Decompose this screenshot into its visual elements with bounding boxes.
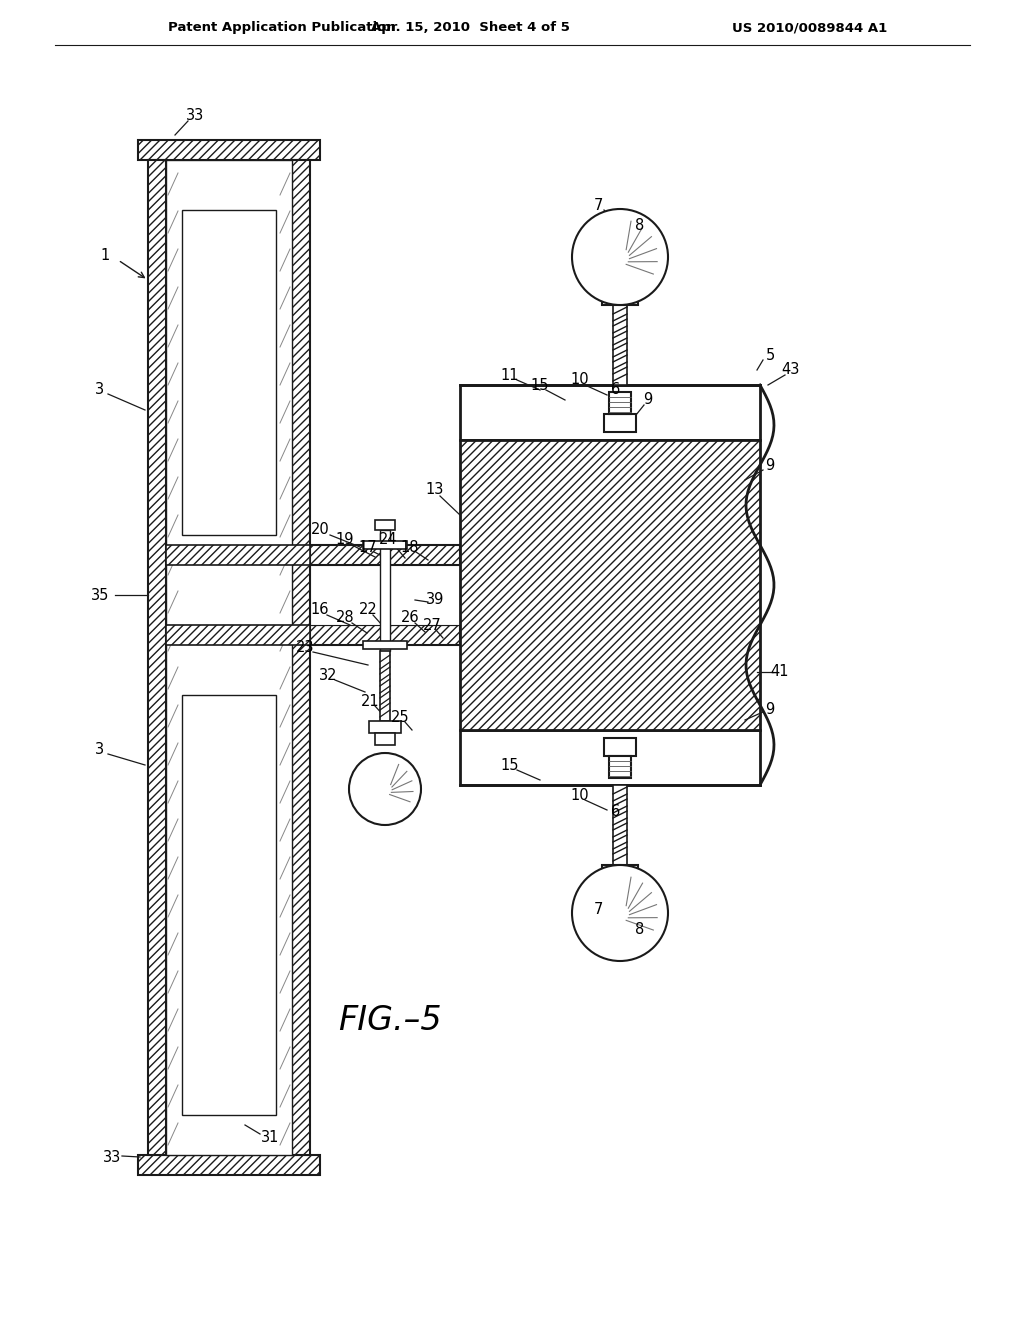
Bar <box>460 385 760 440</box>
Bar <box>375 733 395 744</box>
Text: 3: 3 <box>95 742 104 758</box>
Bar <box>380 531 390 545</box>
Text: 28: 28 <box>336 610 354 626</box>
Text: FIG.–5: FIG.–5 <box>338 1003 441 1036</box>
Bar <box>166 160 292 1155</box>
Bar <box>166 545 310 565</box>
Bar <box>609 756 631 777</box>
Bar <box>362 541 407 549</box>
Bar <box>602 865 638 879</box>
Bar <box>310 624 460 645</box>
Text: 7: 7 <box>593 198 603 213</box>
Bar <box>609 392 631 414</box>
Text: 33: 33 <box>102 1151 121 1166</box>
Bar <box>380 651 390 721</box>
Text: 32: 32 <box>318 668 337 684</box>
Text: 20: 20 <box>310 523 330 537</box>
Text: 26: 26 <box>400 610 419 626</box>
Text: 11: 11 <box>501 367 519 383</box>
Text: 21: 21 <box>360 694 379 710</box>
Text: 18: 18 <box>400 540 419 556</box>
Text: 22: 22 <box>358 602 378 618</box>
Text: Patent Application Publication: Patent Application Publication <box>168 21 395 34</box>
Bar <box>310 545 460 565</box>
Text: 9: 9 <box>765 458 774 473</box>
Text: 15: 15 <box>530 378 549 392</box>
Text: 33: 33 <box>186 107 204 123</box>
Bar <box>460 730 760 785</box>
Bar <box>608 879 632 891</box>
Bar <box>148 160 166 1155</box>
Circle shape <box>572 209 668 305</box>
Bar <box>602 290 638 305</box>
Text: 1: 1 <box>100 248 110 263</box>
Text: 9: 9 <box>643 392 652 408</box>
Bar <box>460 440 760 730</box>
Text: 6: 6 <box>611 383 621 397</box>
Bar <box>604 414 636 432</box>
Circle shape <box>349 752 421 825</box>
Bar <box>138 1155 319 1175</box>
Bar <box>613 785 627 865</box>
Bar <box>310 565 460 624</box>
Text: 17: 17 <box>358 540 377 556</box>
Text: 35: 35 <box>91 587 110 602</box>
Bar <box>138 140 319 160</box>
Text: 19: 19 <box>336 532 354 548</box>
Bar <box>180 201 278 1115</box>
Text: 3: 3 <box>95 383 104 397</box>
Text: 10: 10 <box>570 372 590 388</box>
Bar <box>369 721 401 733</box>
Text: 9: 9 <box>765 702 774 718</box>
Bar <box>375 520 395 531</box>
Text: 24: 24 <box>379 532 397 548</box>
Text: 41: 41 <box>771 664 790 680</box>
Bar <box>380 533 390 651</box>
Bar <box>604 738 636 756</box>
Text: 15: 15 <box>501 758 519 772</box>
Text: 25: 25 <box>391 710 410 726</box>
Text: 31: 31 <box>261 1130 280 1146</box>
Bar <box>182 696 276 1115</box>
Text: 8: 8 <box>635 923 645 937</box>
Text: 23: 23 <box>296 640 314 656</box>
Text: 13: 13 <box>426 483 444 498</box>
Bar <box>292 160 310 1155</box>
Text: 6: 6 <box>611 804 621 820</box>
Bar <box>362 642 407 649</box>
Text: 5: 5 <box>765 347 774 363</box>
Text: 10: 10 <box>570 788 590 803</box>
Text: 43: 43 <box>781 363 799 378</box>
Text: 8: 8 <box>635 218 645 232</box>
Text: Apr. 15, 2010  Sheet 4 of 5: Apr. 15, 2010 Sheet 4 of 5 <box>371 21 569 34</box>
Bar <box>608 279 632 290</box>
Text: 27: 27 <box>423 618 441 632</box>
Text: 39: 39 <box>426 593 444 607</box>
Bar <box>182 210 276 535</box>
Text: US 2010/0089844 A1: US 2010/0089844 A1 <box>732 21 888 34</box>
Text: 7: 7 <box>593 903 603 917</box>
Circle shape <box>572 865 668 961</box>
Bar <box>613 305 627 385</box>
Text: 16: 16 <box>310 602 330 618</box>
Bar <box>166 624 310 645</box>
